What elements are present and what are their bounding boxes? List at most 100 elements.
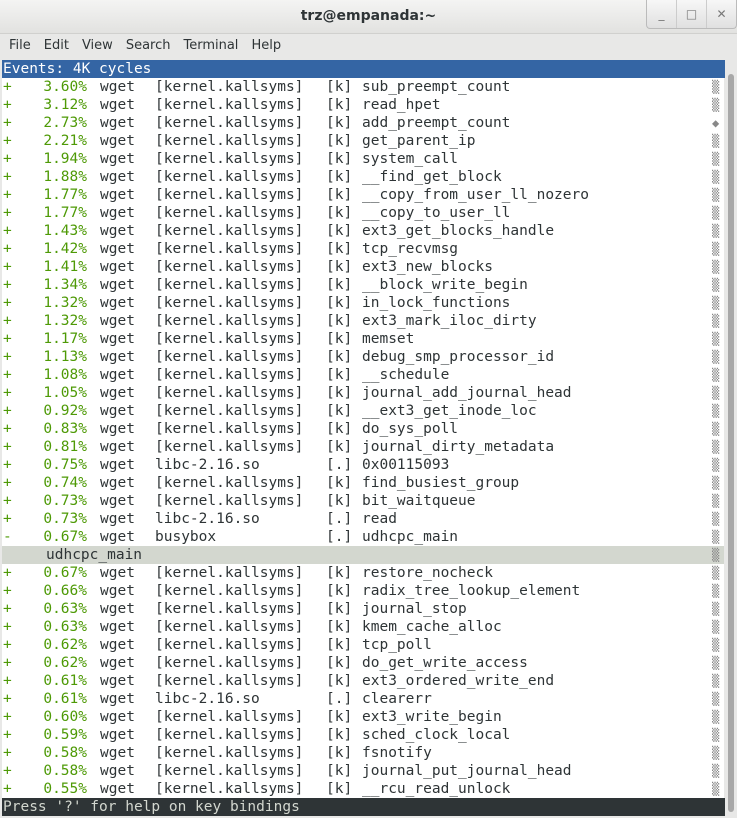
expand-toggle[interactable]: +: [3, 781, 12, 797]
table-row[interactable]: - 0.67% wget busybox [.] udhcpc_main ▒: [2, 528, 724, 546]
expand-toggle[interactable]: +: [3, 475, 12, 491]
expand-toggle[interactable]: -: [3, 529, 12, 545]
expand-toggle[interactable]: +: [3, 169, 12, 185]
expand-toggle[interactable]: +: [3, 79, 12, 95]
table-row[interactable]: +0.66% wget [kernel.kallsyms] [k] radix_tree…: [2, 582, 724, 600]
expand-toggle[interactable]: +: [3, 241, 12, 257]
shared-object: [kernel.kallsyms]: [155, 709, 304, 725]
expand-toggle[interactable]: +: [3, 709, 12, 725]
minimize-button[interactable]: _: [658, 7, 665, 21]
expand-toggle[interactable]: +: [3, 385, 12, 401]
expand-toggle[interactable]: +: [3, 745, 12, 761]
expand-toggle[interactable]: +: [3, 133, 12, 149]
expand-toggle[interactable]: +: [3, 205, 12, 221]
table-row[interactable]: +0.60% wget [kernel.kallsyms] [k] ext3_write…: [2, 708, 724, 726]
terminal[interactable]: Events: 4K cycles +3.60% wget [kernel.kall…: [2, 60, 725, 816]
table-row[interactable]: +0.61% wget libc-2.16.so [.] clearerr ▒: [2, 690, 724, 708]
expand-toggle[interactable]: +: [3, 565, 12, 581]
menu-file[interactable]: File: [9, 38, 31, 53]
symbol: tcp_poll: [362, 637, 432, 653]
table-row[interactable]: +0.63% wget [kernel.kallsyms] [k] journal_st…: [2, 600, 724, 618]
callchain-row[interactable]: udhcpc_main ▒: [2, 546, 724, 564]
expand-toggle[interactable]: +: [3, 259, 12, 275]
expand-toggle[interactable]: +: [3, 367, 12, 383]
expand-toggle[interactable]: +: [3, 763, 12, 779]
overhead: 0.73%: [43, 493, 87, 509]
menu-help[interactable]: Help: [251, 38, 282, 53]
table-row[interactable]: +1.32% wget [kernel.kallsyms] [k] in_lock_fu…: [2, 294, 724, 312]
shared-object: [kernel.kallsyms]: [155, 565, 304, 581]
expand-toggle[interactable]: +: [3, 295, 12, 311]
expand-toggle[interactable]: +: [3, 727, 12, 743]
expand-toggle[interactable]: +: [3, 313, 12, 329]
table-row[interactable]: +3.60% wget [kernel.kallsyms] [k] sub_preemp…: [2, 78, 724, 96]
menu-bar: File Edit View Search Terminal Help: [0, 34, 737, 58]
table-row[interactable]: +0.75% wget libc-2.16.so [.] 0x00115093 ▒: [2, 456, 724, 474]
menu-view[interactable]: View: [81, 38, 113, 53]
table-row[interactable]: +1.05% wget [kernel.kallsyms] [k] journal_ad…: [2, 384, 724, 402]
table-row[interactable]: +1.41% wget [kernel.kallsyms] [k] ext3_new_b…: [2, 258, 724, 276]
table-row[interactable]: +1.77% wget [kernel.kallsyms] [k] __copy_fro…: [2, 186, 724, 204]
expand-toggle[interactable]: +: [3, 349, 12, 365]
table-row[interactable]: +1.32% wget [kernel.kallsyms] [k] ext3_mark_…: [2, 312, 724, 330]
expand-toggle[interactable]: +: [3, 403, 12, 419]
table-row[interactable]: +1.34% wget [kernel.kallsyms] [k] __block_wr…: [2, 276, 724, 294]
table-row[interactable]: +0.74% wget [kernel.kallsyms] [k] find_busie…: [2, 474, 724, 492]
expand-toggle[interactable]: +: [3, 115, 12, 131]
expand-toggle[interactable]: +: [3, 691, 12, 707]
table-row[interactable]: +1.43% wget [kernel.kallsyms] [k] ext3_get_b…: [2, 222, 724, 240]
table-row[interactable]: +0.55% wget [kernel.kallsyms] [k] __rcu_read…: [2, 780, 724, 798]
close-button[interactable]: ✕: [706, 0, 736, 28]
expand-toggle[interactable]: +: [3, 583, 12, 599]
command: wget: [100, 565, 135, 581]
expand-toggle[interactable]: +: [3, 421, 12, 437]
scroll-track-icon: ▒: [712, 98, 720, 112]
table-row[interactable]: +0.73% wget [kernel.kallsyms] [k] bit_waitqu…: [2, 492, 724, 510]
table-row[interactable]: +1.42% wget [kernel.kallsyms] [k] tcp_recvms…: [2, 240, 724, 258]
table-row[interactable]: +1.94% wget [kernel.kallsyms] [k] system_cal…: [2, 150, 724, 168]
expand-toggle[interactable]: +: [3, 187, 12, 203]
table-row[interactable]: +1.08% wget [kernel.kallsyms] [k] __schedule…: [2, 366, 724, 384]
symbol: memset: [362, 331, 415, 347]
table-row[interactable]: +0.83% wget [kernel.kallsyms] [k] do_sys_pol…: [2, 420, 724, 438]
expand-toggle[interactable]: +: [3, 637, 12, 653]
expand-toggle[interactable]: +: [3, 223, 12, 239]
table-row[interactable]: +0.62% wget [kernel.kallsyms] [k] tcp_poll ▒: [2, 636, 724, 654]
expand-toggle[interactable]: +: [3, 511, 12, 527]
scrollbar-thumb[interactable]: [728, 74, 734, 812]
table-row[interactable]: +2.73% wget [kernel.kallsyms] [k] add_preemp…: [2, 114, 724, 132]
table-row[interactable]: +0.58% wget [kernel.kallsyms] [k] journal_pu…: [2, 762, 724, 780]
table-row[interactable]: +3.12% wget [kernel.kallsyms] [k] read_hpet ▒: [2, 96, 724, 114]
scrollbar[interactable]: [725, 60, 737, 816]
table-row[interactable]: +0.61% wget [kernel.kallsyms] [k] ext3_order…: [2, 672, 724, 690]
table-row[interactable]: +2.21% wget [kernel.kallsyms] [k] get_parent…: [2, 132, 724, 150]
menu-terminal[interactable]: Terminal: [183, 38, 239, 53]
table-row[interactable]: +0.59% wget [kernel.kallsyms] [k] sched_cloc…: [2, 726, 724, 744]
expand-toggle[interactable]: +: [3, 277, 12, 293]
expand-toggle[interactable]: +: [3, 457, 12, 473]
table-row[interactable]: +0.63% wget [kernel.kallsyms] [k] kmem_cache…: [2, 618, 724, 636]
expand-toggle[interactable]: +: [3, 655, 12, 671]
expand-toggle[interactable]: +: [3, 331, 12, 347]
scroll-track-icon: ▒: [712, 710, 720, 724]
menu-search[interactable]: Search: [125, 38, 171, 53]
table-row[interactable]: +0.62% wget [kernel.kallsyms] [k] do_get_wri…: [2, 654, 724, 672]
table-row[interactable]: +1.77% wget [kernel.kallsyms] [k] __copy_to_…: [2, 204, 724, 222]
table-row[interactable]: +0.58% wget [kernel.kallsyms] [k] fsnotify ▒: [2, 744, 724, 762]
expand-toggle[interactable]: +: [3, 619, 12, 635]
expand-toggle[interactable]: +: [3, 493, 12, 509]
expand-toggle[interactable]: +: [3, 673, 12, 689]
table-row[interactable]: +0.67% wget [kernel.kallsyms] [k] restore_no…: [2, 564, 724, 582]
table-row[interactable]: +0.73% wget libc-2.16.so [.] read ▒: [2, 510, 724, 528]
menu-edit[interactable]: Edit: [43, 38, 69, 53]
table-row[interactable]: +0.92% wget [kernel.kallsyms] [k] __ext3_get…: [2, 402, 724, 420]
maximize-button[interactable]: □: [676, 0, 706, 28]
expand-toggle[interactable]: +: [3, 439, 12, 455]
expand-toggle[interactable]: +: [3, 601, 12, 617]
table-row[interactable]: +1.17% wget [kernel.kallsyms] [k] memset ▒: [2, 330, 724, 348]
table-row[interactable]: +1.13% wget [kernel.kallsyms] [k] debug_smp_…: [2, 348, 724, 366]
expand-toggle[interactable]: +: [3, 97, 12, 113]
table-row[interactable]: +0.81% wget [kernel.kallsyms] [k] journal_di…: [2, 438, 724, 456]
expand-toggle[interactable]: +: [3, 151, 12, 167]
table-row[interactable]: +1.88% wget [kernel.kallsyms] [k] __find_get…: [2, 168, 724, 186]
